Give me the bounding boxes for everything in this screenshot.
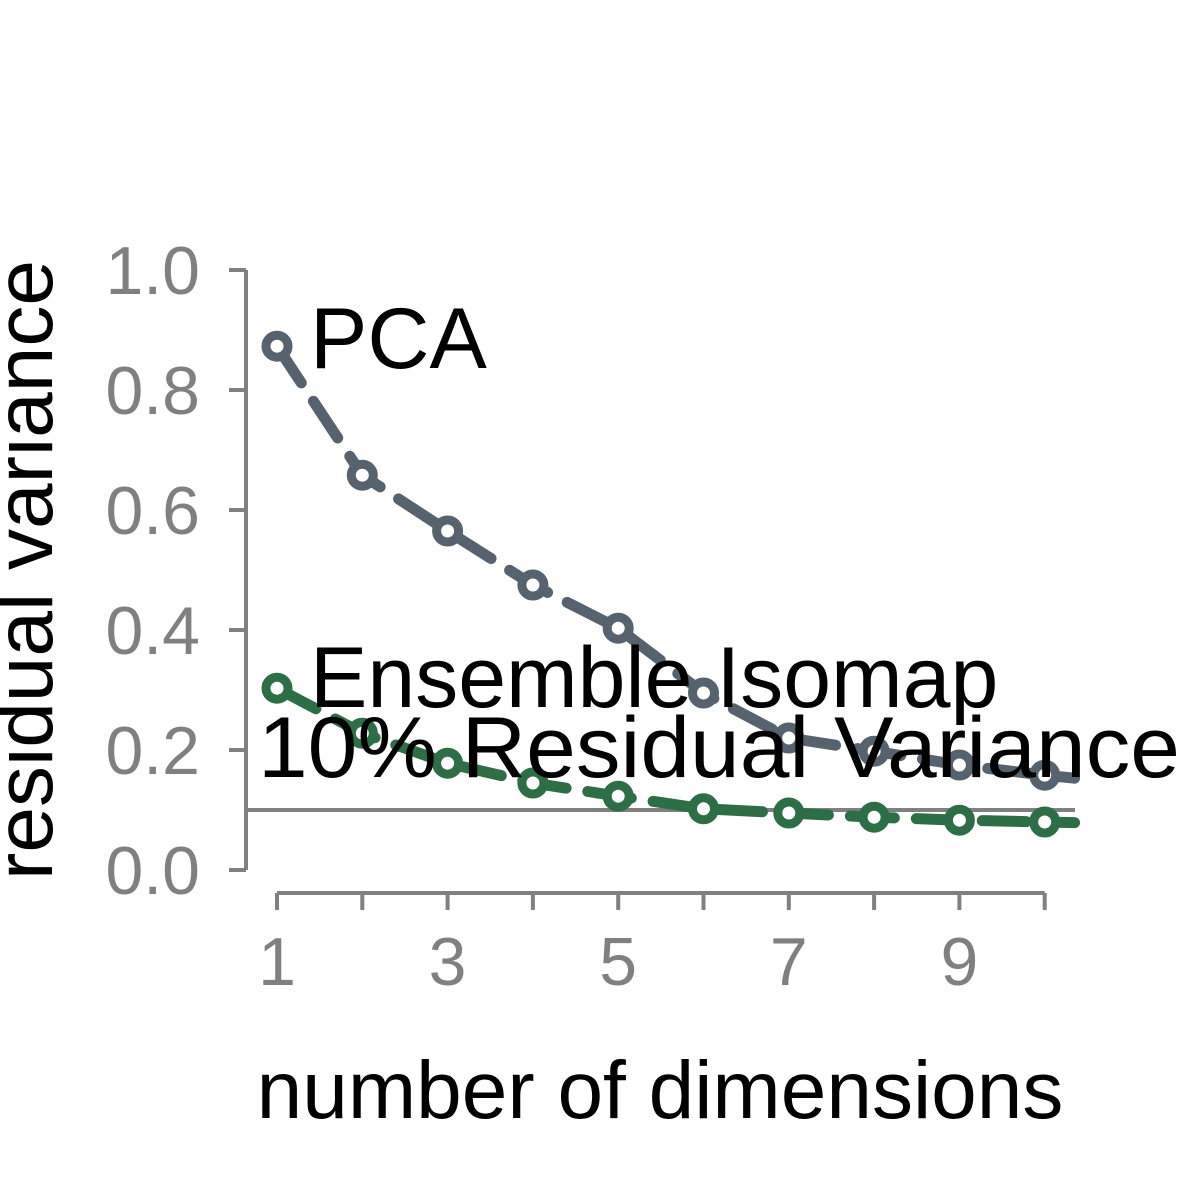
- series-point-ensemble-isomap-0: [261, 672, 293, 704]
- series-point-pca-8: [943, 749, 975, 781]
- series-point-ensemble-isomap-2: [432, 747, 464, 779]
- x-tick-label-2: 3: [429, 924, 467, 1000]
- series-point-ensemble-isomap-3: [517, 767, 549, 799]
- y-axis-title: residual variance: [0, 260, 70, 880]
- x-tick-label-8: 9: [940, 924, 978, 1000]
- ensemble-isomap-annotation: Ensemble Isomap: [310, 630, 998, 726]
- y-tick-label-3: 0.6: [105, 473, 200, 549]
- series-line-ensemble-isomap: [271, 682, 1081, 829]
- y-tick-label-2: 0.4: [105, 593, 200, 669]
- y-tick-label-1: 0.2: [105, 713, 200, 789]
- series-point-ensemble-isomap-9: [1029, 806, 1061, 838]
- series-point-ensemble-isomap-6: [773, 797, 805, 829]
- series-point-pca-7: [858, 735, 890, 767]
- x-tick-label-0: 1: [258, 924, 296, 1000]
- pca-annotation: PCA: [310, 291, 487, 387]
- series-point-pca-6: [773, 722, 805, 754]
- series-point-pca-2: [432, 515, 464, 547]
- x-tick-label-6: 7: [770, 924, 808, 1000]
- series-point-ensemble-isomap-4: [602, 780, 634, 812]
- axes: 0.0 0.2 0.4 0.6 0.8 1.0 1 3 5 7 9: [105, 233, 1047, 1000]
- reference-line-label: 10% Residual Variance: [258, 700, 1180, 796]
- series-point-pca-0: [261, 330, 293, 362]
- y-tick-label-4: 0.8: [105, 353, 200, 429]
- series-point-pca-4: [602, 612, 634, 644]
- series-point-pca-5: [688, 677, 719, 709]
- series-point-pca-1: [346, 459, 378, 491]
- series-point-pca-3: [517, 569, 549, 601]
- series-group: [261, 330, 1081, 838]
- series-point-ensemble-isomap-7: [858, 801, 890, 833]
- y-tick-label-0: 0.0: [105, 833, 200, 909]
- series-point-ensemble-isomap-5: [688, 793, 719, 825]
- series-point-ensemble-isomap-8: [943, 804, 975, 836]
- x-axis-title: number of dimensions: [257, 1045, 1064, 1136]
- series-point-pca-9: [1029, 759, 1061, 791]
- x-tick-label-4: 5: [599, 924, 637, 1000]
- series-point-ensemble-isomap-1: [346, 717, 378, 749]
- y-tick-label-5: 1.0: [105, 233, 200, 309]
